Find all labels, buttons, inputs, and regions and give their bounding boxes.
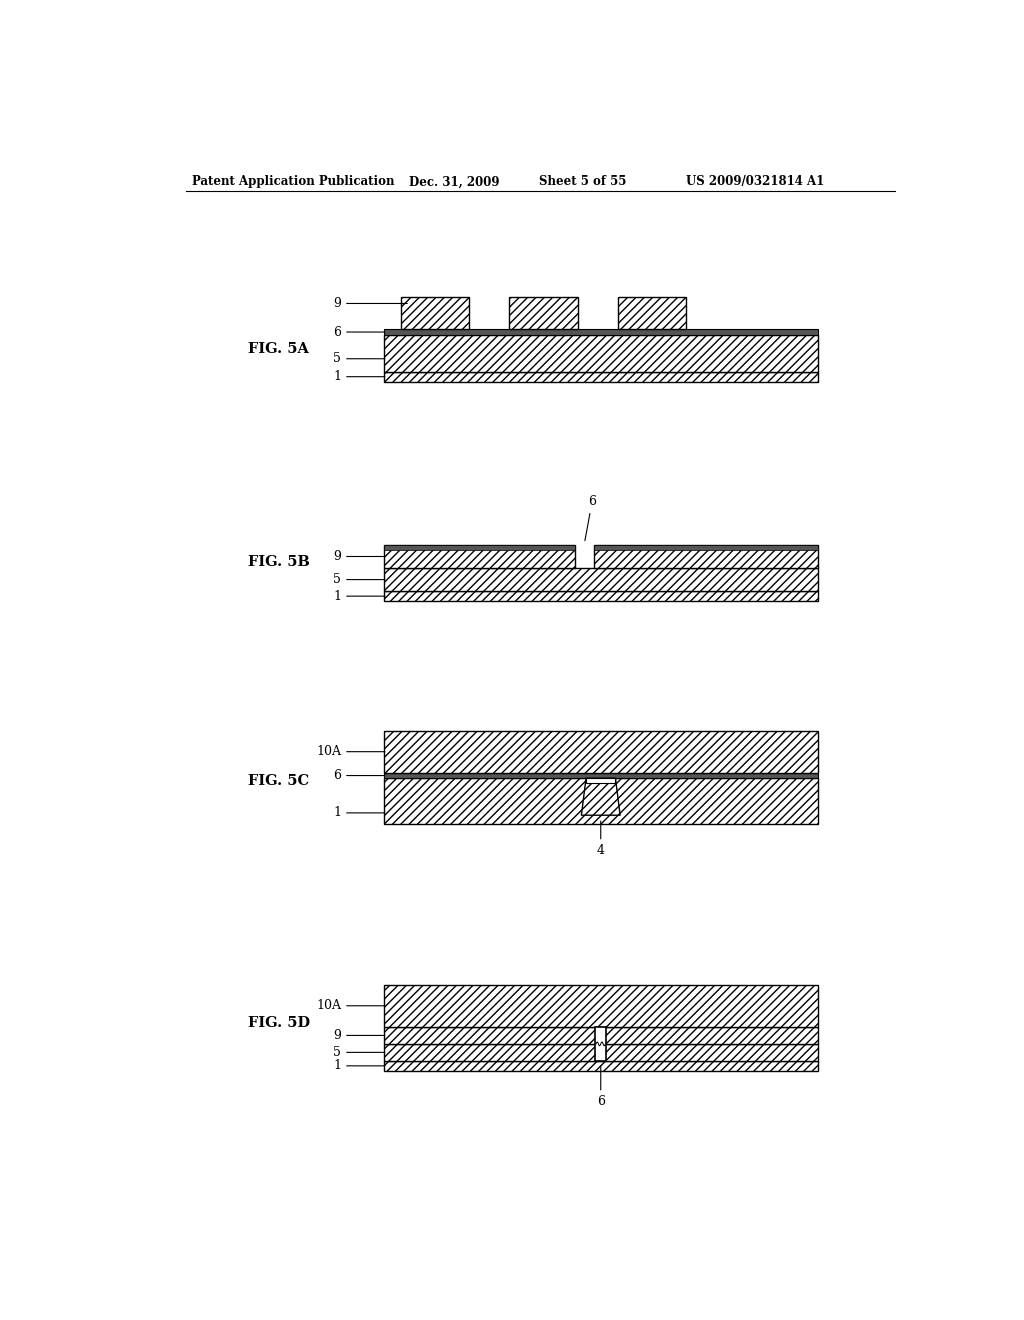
Text: 1: 1	[333, 1060, 385, 1072]
Text: 9: 9	[333, 297, 408, 310]
Bar	[594, 545, 818, 549]
Text: 4: 4	[597, 821, 605, 858]
Text: US 2009/0321814 A1: US 2009/0321814 A1	[686, 176, 824, 189]
Text: Patent Application Publication: Patent Application Publication	[191, 176, 394, 189]
Bar	[384, 985, 818, 1027]
Text: 1: 1	[333, 590, 385, 603]
Bar	[384, 730, 818, 774]
Text: 6: 6	[333, 770, 385, 781]
Text: 1: 1	[333, 370, 385, 383]
Bar	[509, 297, 578, 329]
Text: 6: 6	[597, 1067, 605, 1109]
Bar	[384, 372, 818, 381]
Bar	[384, 774, 818, 779]
Bar	[384, 779, 818, 825]
Text: FIG. 5B: FIG. 5B	[248, 554, 310, 569]
Bar	[384, 591, 818, 601]
Text: Sheet 5 of 55: Sheet 5 of 55	[539, 176, 626, 189]
Bar	[384, 545, 574, 549]
Polygon shape	[582, 779, 621, 816]
Text: 5: 5	[333, 352, 385, 366]
Bar	[617, 297, 686, 329]
Text: FIG. 5C: FIG. 5C	[248, 774, 309, 788]
Bar	[384, 335, 818, 372]
Text: 6: 6	[333, 326, 385, 338]
Bar	[595, 1027, 606, 1061]
Bar	[586, 779, 615, 783]
Text: 1: 1	[333, 807, 385, 820]
Text: 6: 6	[585, 495, 596, 541]
Bar	[384, 545, 574, 568]
Bar	[400, 297, 469, 329]
Text: 9: 9	[333, 1028, 385, 1041]
Bar	[594, 545, 818, 568]
Text: FIG. 5A: FIG. 5A	[248, 342, 309, 356]
Bar	[384, 568, 818, 591]
Bar	[384, 1044, 818, 1061]
Text: 5: 5	[333, 1045, 385, 1059]
Text: 5: 5	[333, 573, 385, 586]
Bar	[384, 330, 818, 335]
Text: FIG. 5D: FIG. 5D	[248, 1016, 310, 1030]
Bar	[384, 1027, 818, 1044]
Text: 10A: 10A	[316, 746, 385, 758]
Text: 9: 9	[333, 550, 385, 564]
Text: Dec. 31, 2009: Dec. 31, 2009	[409, 176, 499, 189]
Bar	[384, 1061, 818, 1071]
Text: 10A: 10A	[316, 999, 385, 1012]
